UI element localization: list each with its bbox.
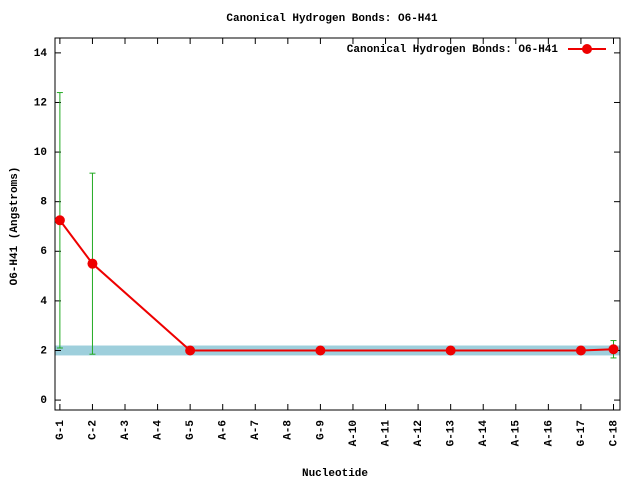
x-tick-label: G-17 xyxy=(576,420,588,446)
x-tick-label: A-16 xyxy=(543,420,555,446)
x-tick-label: G-9 xyxy=(315,420,327,440)
data-point xyxy=(608,344,619,355)
y-tick-label: 2 xyxy=(40,345,47,357)
x-tick-label: C-2 xyxy=(87,420,99,440)
x-tick-label: C-18 xyxy=(608,420,620,447)
data-point xyxy=(575,345,586,356)
x-axis-label: Nucleotide xyxy=(302,468,368,480)
y-tick-label: 10 xyxy=(34,147,47,159)
x-tick-label: A-6 xyxy=(218,420,230,440)
y-tick-label: 4 xyxy=(40,296,47,308)
y-tick-label: 0 xyxy=(40,395,47,407)
chart-title: Canonical Hydrogen Bonds: O6-H41 xyxy=(226,13,438,25)
x-tick-label: A-7 xyxy=(250,420,262,440)
data-point xyxy=(315,345,326,356)
x-tick-label: A-12 xyxy=(413,420,425,446)
y-tick-label: 8 xyxy=(40,197,47,209)
data-point xyxy=(185,345,196,356)
x-tick-label: A-8 xyxy=(283,420,295,440)
data-point xyxy=(87,258,98,269)
y-tick-label: 12 xyxy=(34,97,47,109)
series-line xyxy=(59,219,614,352)
x-tick-label: A-14 xyxy=(478,420,490,447)
y-tick-label: 6 xyxy=(40,246,47,258)
x-tick-label: G-1 xyxy=(55,420,67,440)
plot-frame xyxy=(54,37,621,411)
x-tick-label: A-4 xyxy=(152,420,164,440)
data-point xyxy=(445,345,456,356)
x-tick-label: G-13 xyxy=(446,420,458,447)
x-tick-label: A-11 xyxy=(380,420,392,447)
y-axis-label: O6-H41 (Angstroms) xyxy=(9,167,21,286)
y-tick-label: 14 xyxy=(34,48,48,60)
x-tick-label: A-3 xyxy=(120,420,132,440)
x-tick-label: A-10 xyxy=(348,420,360,446)
x-tick-label: G-5 xyxy=(185,420,197,440)
legend-label: Canonical Hydrogen Bonds: O6-H41 xyxy=(347,44,559,56)
x-tick-label: A-15 xyxy=(511,420,523,447)
data-point xyxy=(54,215,65,226)
legend-marker xyxy=(582,44,592,54)
